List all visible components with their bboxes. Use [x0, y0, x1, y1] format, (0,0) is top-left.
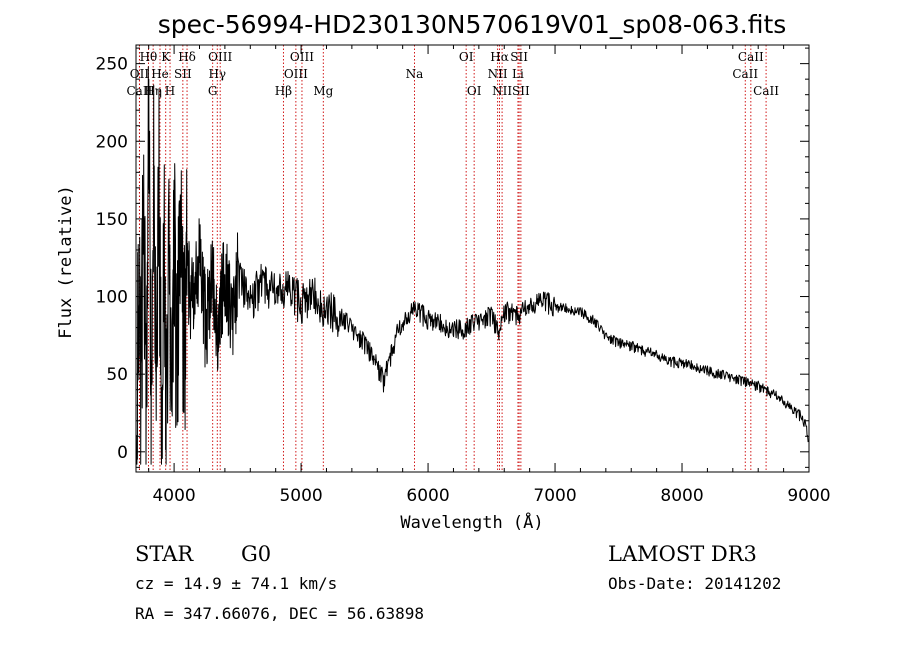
coordinates: RA = 347.66076, DEC = 56.63898 — [135, 604, 424, 623]
line-label: Hθ — [140, 50, 158, 64]
line-label: CaII — [753, 84, 779, 98]
x-tick-label: 8000 — [660, 486, 703, 506]
line-label: OIII — [208, 50, 232, 64]
line-label: Na — [406, 67, 424, 81]
y-tick-label: 50 — [106, 365, 128, 385]
line-label: Hα — [490, 50, 509, 64]
x-axis-label: Wavelength (Å) — [400, 511, 543, 533]
line-label: SII — [510, 50, 528, 64]
y-tick-label: 100 — [96, 288, 128, 308]
line-label: OIII — [290, 50, 314, 64]
line-label: G — [208, 84, 218, 98]
spectral-line-markers — [138, 45, 767, 472]
x-axis-ticks: 4000 5000 6000 7000 8000 9000 — [148, 45, 831, 506]
line-label: SII — [174, 67, 192, 81]
line-label: Hδ — [178, 50, 196, 64]
chart-title: spec-56994-HD230130N570619V01_sp08-063.f… — [158, 10, 787, 39]
object-class: STAR — [135, 542, 194, 566]
survey-name: LAMOST DR3 — [608, 542, 757, 566]
line-label: NII — [492, 84, 512, 98]
plot-frame — [135, 44, 810, 473]
spectrum-line — [136, 66, 809, 465]
x-tick-label: 4000 — [152, 486, 195, 506]
line-label: H — [165, 84, 175, 98]
line-label: CaII — [127, 84, 153, 98]
line-label: CaII — [732, 67, 758, 81]
y-tick-label: 150 — [96, 210, 128, 230]
redshift-value: cz = 14.9 ± 74.1 km/s — [135, 574, 337, 593]
line-label: Hγ — [208, 67, 226, 81]
x-tick-label: 7000 — [533, 486, 576, 506]
y-axis-ticks: 0 50 100 150 200 250 — [96, 47, 809, 468]
line-label: K — [161, 50, 171, 64]
line-label: OI — [459, 50, 474, 64]
line-label: Mg — [313, 84, 333, 98]
line-label: Li — [512, 67, 524, 81]
line-label: Hβ — [275, 84, 292, 98]
spectral-subclass: G0 — [241, 542, 271, 566]
spectrum-plot — [136, 66, 809, 465]
line-label: OII — [130, 67, 150, 81]
x-tick-label: 5000 — [279, 486, 322, 506]
y-tick-label: 250 — [96, 55, 128, 75]
line-label: He — [151, 67, 169, 81]
line-label: OIII — [284, 67, 308, 81]
line-label: OI — [467, 84, 482, 98]
line-label: NII — [488, 67, 508, 81]
x-tick-label: 9000 — [787, 486, 830, 506]
y-axis-label: Flux (relative) — [56, 185, 76, 339]
observation-date: Obs-Date: 20141202 — [608, 574, 781, 593]
y-tick-label: 0 — [117, 443, 128, 463]
line-label: SII — [512, 84, 530, 98]
y-tick-label: 200 — [96, 132, 128, 152]
x-tick-label: 6000 — [406, 486, 449, 506]
line-label: CaII — [738, 50, 764, 64]
